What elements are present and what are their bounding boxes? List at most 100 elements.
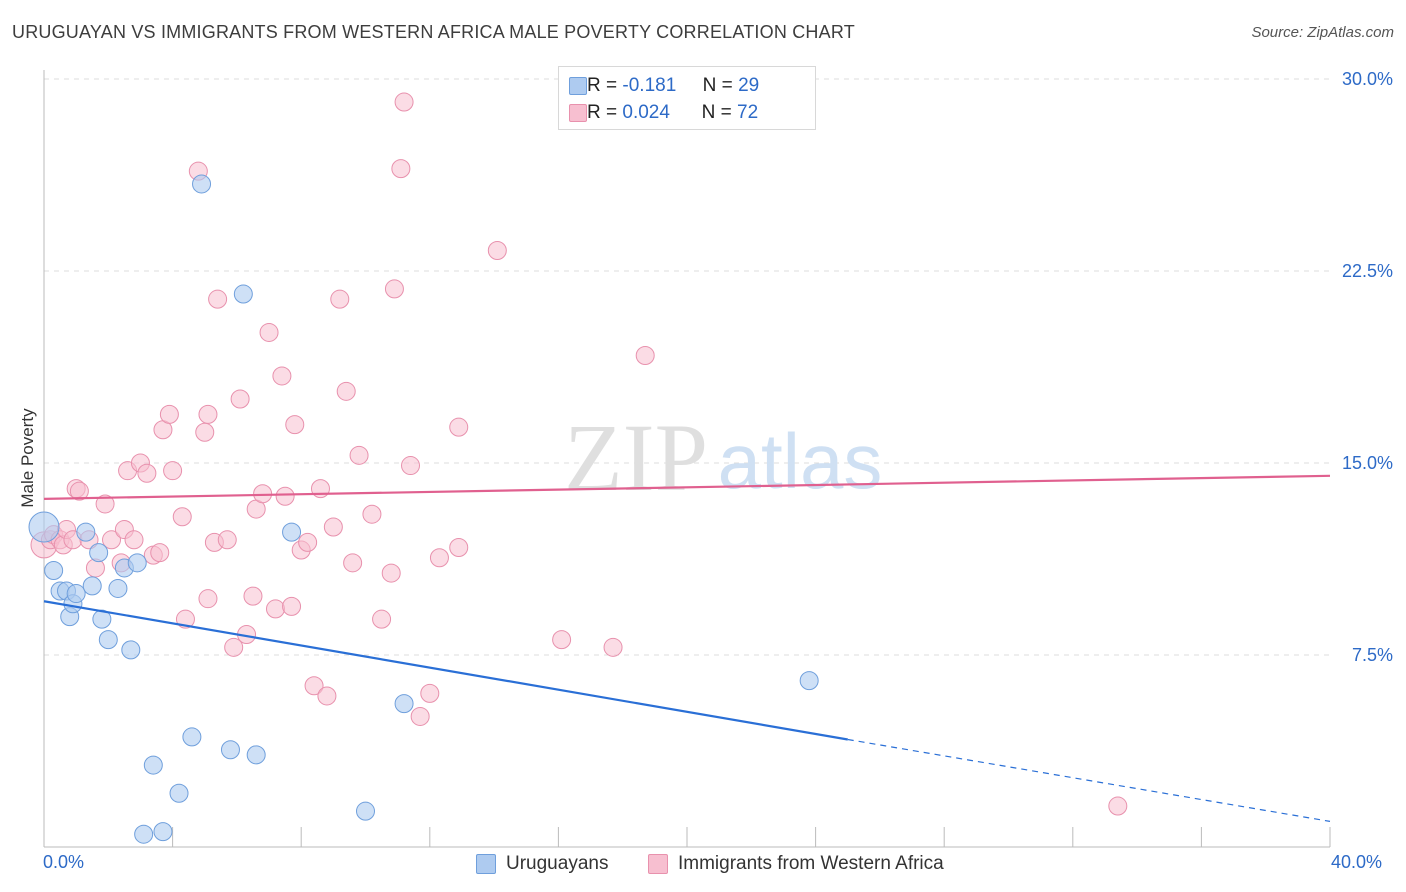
data-point-western-africa <box>603 637 623 657</box>
data-point-uruguayans <box>282 522 302 542</box>
data-point-uruguayans <box>182 727 202 747</box>
r-value-uruguayans: -0.181 <box>622 75 677 96</box>
data-point-western-africa <box>175 609 195 629</box>
data-point-western-africa <box>243 586 263 606</box>
data-point-uruguayans <box>108 578 128 598</box>
data-point-western-africa <box>449 417 469 437</box>
data-point-western-africa <box>401 456 421 476</box>
y-tick-label-2: 22.5% <box>1342 261 1393 281</box>
data-point-western-africa <box>195 422 215 442</box>
data-point-western-africa <box>265 599 285 619</box>
legend-row-western-africa: R = 0.024 N = 72 <box>569 101 759 125</box>
data-point-western-africa <box>362 504 382 524</box>
legend-label-western-africa: Immigrants from Western Africa <box>678 853 944 874</box>
data-point-western-africa <box>163 461 183 481</box>
watermark: ZIP atlas <box>564 404 882 511</box>
trend-line-western-africa <box>43 474 1331 500</box>
data-point-western-africa <box>95 494 115 514</box>
x-tick-label-max: 40.0% <box>1331 852 1383 872</box>
n-value-western-africa: 72 <box>737 102 759 123</box>
data-point-western-africa <box>420 683 440 703</box>
data-point-western-africa <box>1108 796 1128 816</box>
data-point-western-africa <box>336 381 356 401</box>
data-point-uruguayans <box>143 755 163 775</box>
data-point-western-africa <box>317 686 337 706</box>
data-point-uruguayans <box>169 783 189 803</box>
data-point-uruguayans <box>76 522 96 542</box>
legend-item-western-africa[interactable]: Immigrants from Western Africa <box>648 852 944 876</box>
series-legend: Uruguayans Immigrants from Western Afric… <box>0 852 1406 876</box>
y-tick-label-1: 15.0% <box>1342 453 1393 473</box>
data-point-western-africa <box>159 404 179 424</box>
y-tick-label-0: 7.5% <box>1352 645 1393 665</box>
data-point-western-africa <box>282 596 302 616</box>
data-point-western-africa <box>635 345 655 365</box>
data-point-western-africa <box>69 481 89 501</box>
data-point-uruguayans <box>44 561 64 581</box>
data-point-western-africa <box>217 530 237 550</box>
legend-label-uruguayans: Uruguayans <box>506 853 609 874</box>
data-point-western-africa <box>172 507 192 527</box>
data-point-western-africa <box>259 322 279 342</box>
x-tick-label-min: 0.0% <box>43 852 85 872</box>
data-point-western-africa <box>410 706 430 726</box>
r-label: R = <box>587 75 618 96</box>
chart-title: URUGUAYAN VS IMMIGRANTS FROM WESTERN AFR… <box>12 22 855 42</box>
data-point-western-africa <box>198 404 218 424</box>
data-point-western-africa <box>275 486 295 506</box>
data-point-uruguayans <box>134 824 154 844</box>
data-point-uruguayans <box>394 694 414 714</box>
data-point-uruguayans <box>89 543 109 563</box>
data-point-uruguayans <box>799 671 819 691</box>
data-point-western-africa <box>230 389 250 409</box>
n-label: N = <box>701 102 732 123</box>
data-point-uruguayans <box>28 511 60 543</box>
data-point-western-africa <box>552 630 572 650</box>
y-tick-label-3: 30.0% <box>1342 69 1393 89</box>
data-point-western-africa <box>349 445 369 465</box>
data-point-western-africa <box>394 92 414 112</box>
data-point-uruguayans <box>66 584 86 604</box>
data-point-uruguayans <box>220 740 240 760</box>
data-point-western-africa <box>384 279 404 299</box>
data-point-uruguayans <box>153 822 173 842</box>
legend-swatch-pink <box>569 104 587 122</box>
data-point-western-africa <box>124 530 144 550</box>
data-point-western-africa <box>372 609 392 629</box>
data-point-western-africa <box>323 517 343 537</box>
data-point-western-africa <box>208 289 228 309</box>
legend-swatch-blue <box>476 854 496 874</box>
data-point-western-africa <box>85 558 105 578</box>
legend-item-uruguayans[interactable]: Uruguayans <box>476 852 609 876</box>
data-point-uruguayans <box>98 630 118 650</box>
data-point-western-africa <box>224 637 244 657</box>
r-value-western-africa: 0.024 <box>622 102 670 123</box>
y-axis-label: Male Poverty <box>18 408 37 508</box>
watermark-zip: ZIP <box>564 404 708 511</box>
y-tick-labels: 7.5% 15.0% 22.5% 30.0% <box>1342 69 1393 665</box>
data-point-western-africa <box>298 532 318 552</box>
data-point-western-africa <box>272 366 292 386</box>
data-point-western-africa <box>285 415 305 435</box>
data-point-uruguayans <box>121 640 141 660</box>
source-label: Source: ZipAtlas.com <box>1251 24 1394 41</box>
data-point-uruguayans <box>356 801 375 821</box>
data-point-western-africa <box>343 553 363 573</box>
grid-layer <box>44 78 1330 656</box>
data-point-western-africa <box>487 241 507 261</box>
correlation-legend: R = -0.181 N = 29 R = 0.024 N = 72 <box>558 66 816 130</box>
data-point-western-africa <box>198 589 218 609</box>
data-point-western-africa <box>391 159 411 179</box>
trend-line-uruguayans-extrapolated <box>847 738 1331 822</box>
trend-lines <box>43 474 1331 822</box>
data-point-western-africa <box>381 563 401 583</box>
data-point-western-africa <box>429 548 449 568</box>
n-label: N = <box>702 75 733 96</box>
n-value-uruguayans: 29 <box>738 75 760 96</box>
data-point-uruguayans <box>82 576 102 596</box>
legend-swatch-blue <box>569 77 587 95</box>
data-point-western-africa <box>330 289 350 309</box>
data-point-western-africa <box>449 537 469 557</box>
legend-swatch-pink <box>648 854 668 874</box>
data-point-western-africa <box>304 676 324 696</box>
